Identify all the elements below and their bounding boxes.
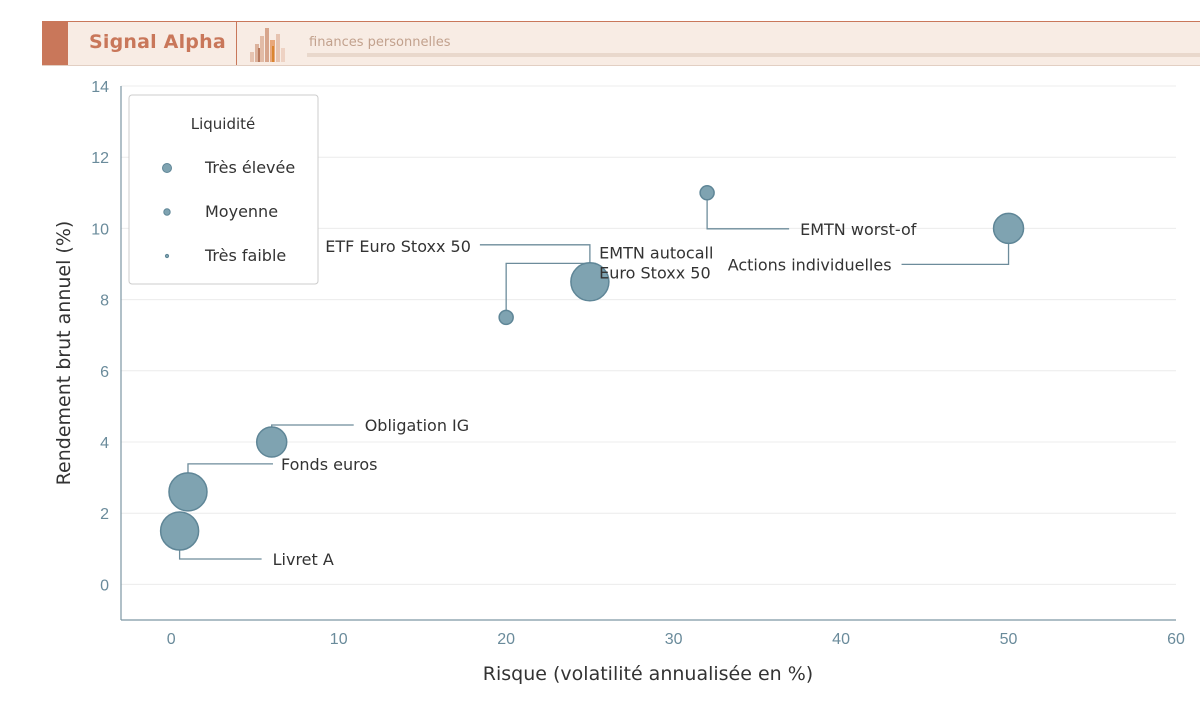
point-label: EMTN autocall Euro Stoxx 50: [599, 243, 713, 282]
y-tick-label: 2: [100, 506, 109, 523]
data-point: [159, 511, 200, 551]
y-tick-label: 10: [91, 221, 109, 238]
x-tick-label: 60: [1167, 631, 1185, 648]
header-banner: Signal Alpha finances personnelles: [42, 21, 1200, 66]
leader-line: [271, 424, 354, 427]
x-tick-label: 30: [665, 631, 683, 648]
data-point: [992, 212, 1025, 245]
legend-label: Très faible: [204, 246, 286, 265]
data-point: [699, 185, 715, 201]
leader-lines: [178, 199, 1010, 560]
y-axis-title: Rendement brut annuel (%): [53, 221, 75, 486]
data-point: [168, 472, 208, 512]
y-tick-label: 0: [100, 577, 109, 594]
x-tick-label: 0: [167, 631, 176, 648]
tagline-rule: [307, 53, 1200, 57]
point-label: EMTN worst-of: [800, 220, 917, 239]
axes: [120, 86, 1176, 621]
legend-marker: [162, 163, 172, 173]
point-label: ETF Euro Stoxx 50: [325, 237, 471, 256]
x-tick-label: 10: [330, 631, 348, 648]
y-tick-label: 6: [100, 364, 109, 381]
legend-label: Très élevée: [204, 158, 295, 177]
leader-line: [901, 243, 1010, 266]
point-label: Livret A: [273, 550, 334, 569]
legend-label: Moyenne: [205, 202, 278, 221]
leader-line: [706, 199, 790, 230]
data-point: [498, 309, 514, 326]
y-tick-label: 8: [100, 293, 109, 310]
point-label: Obligation IG: [365, 416, 469, 435]
banner-accent: [42, 22, 68, 65]
data-points: [159, 185, 1025, 551]
legend-marker: [164, 253, 170, 259]
leader-line: [479, 244, 591, 263]
legend-marker: [163, 208, 171, 216]
legend: Liquidité Très élevée Moyenne Très faible: [128, 94, 319, 285]
point-label: Fonds euros: [281, 455, 377, 474]
grid-lines: [121, 85, 1176, 585]
x-axis-title: Risque (volatilité annualisée en %): [483, 663, 813, 685]
x-tick-label: 50: [1000, 631, 1018, 648]
data-point: [255, 426, 288, 458]
x-tick-label: 40: [832, 631, 850, 648]
leader-line: [178, 550, 262, 560]
data-point: [570, 262, 610, 302]
tick-labels: 0 2 4 6 8 10 12 14 0 10 20 30 40 50 60: [91, 79, 1185, 648]
tagline: finances personnelles: [309, 35, 451, 50]
legend-title: Liquidité: [191, 115, 256, 133]
leader-line: [505, 262, 597, 311]
y-tick-label: 4: [100, 435, 109, 452]
point-label: Actions individuelles: [728, 255, 892, 274]
y-tick-label: 12: [91, 150, 109, 167]
leader-line: [187, 463, 273, 473]
y-tick-label: 14: [91, 79, 109, 96]
bar-chart-icon: [250, 28, 285, 62]
point-labels: Livret A Fonds euros Obligation IG EMTN aut…: [273, 220, 917, 569]
x-tick-label: 20: [497, 631, 515, 648]
brand-separator: [236, 22, 237, 65]
brand-name: Signal Alpha: [89, 31, 226, 53]
